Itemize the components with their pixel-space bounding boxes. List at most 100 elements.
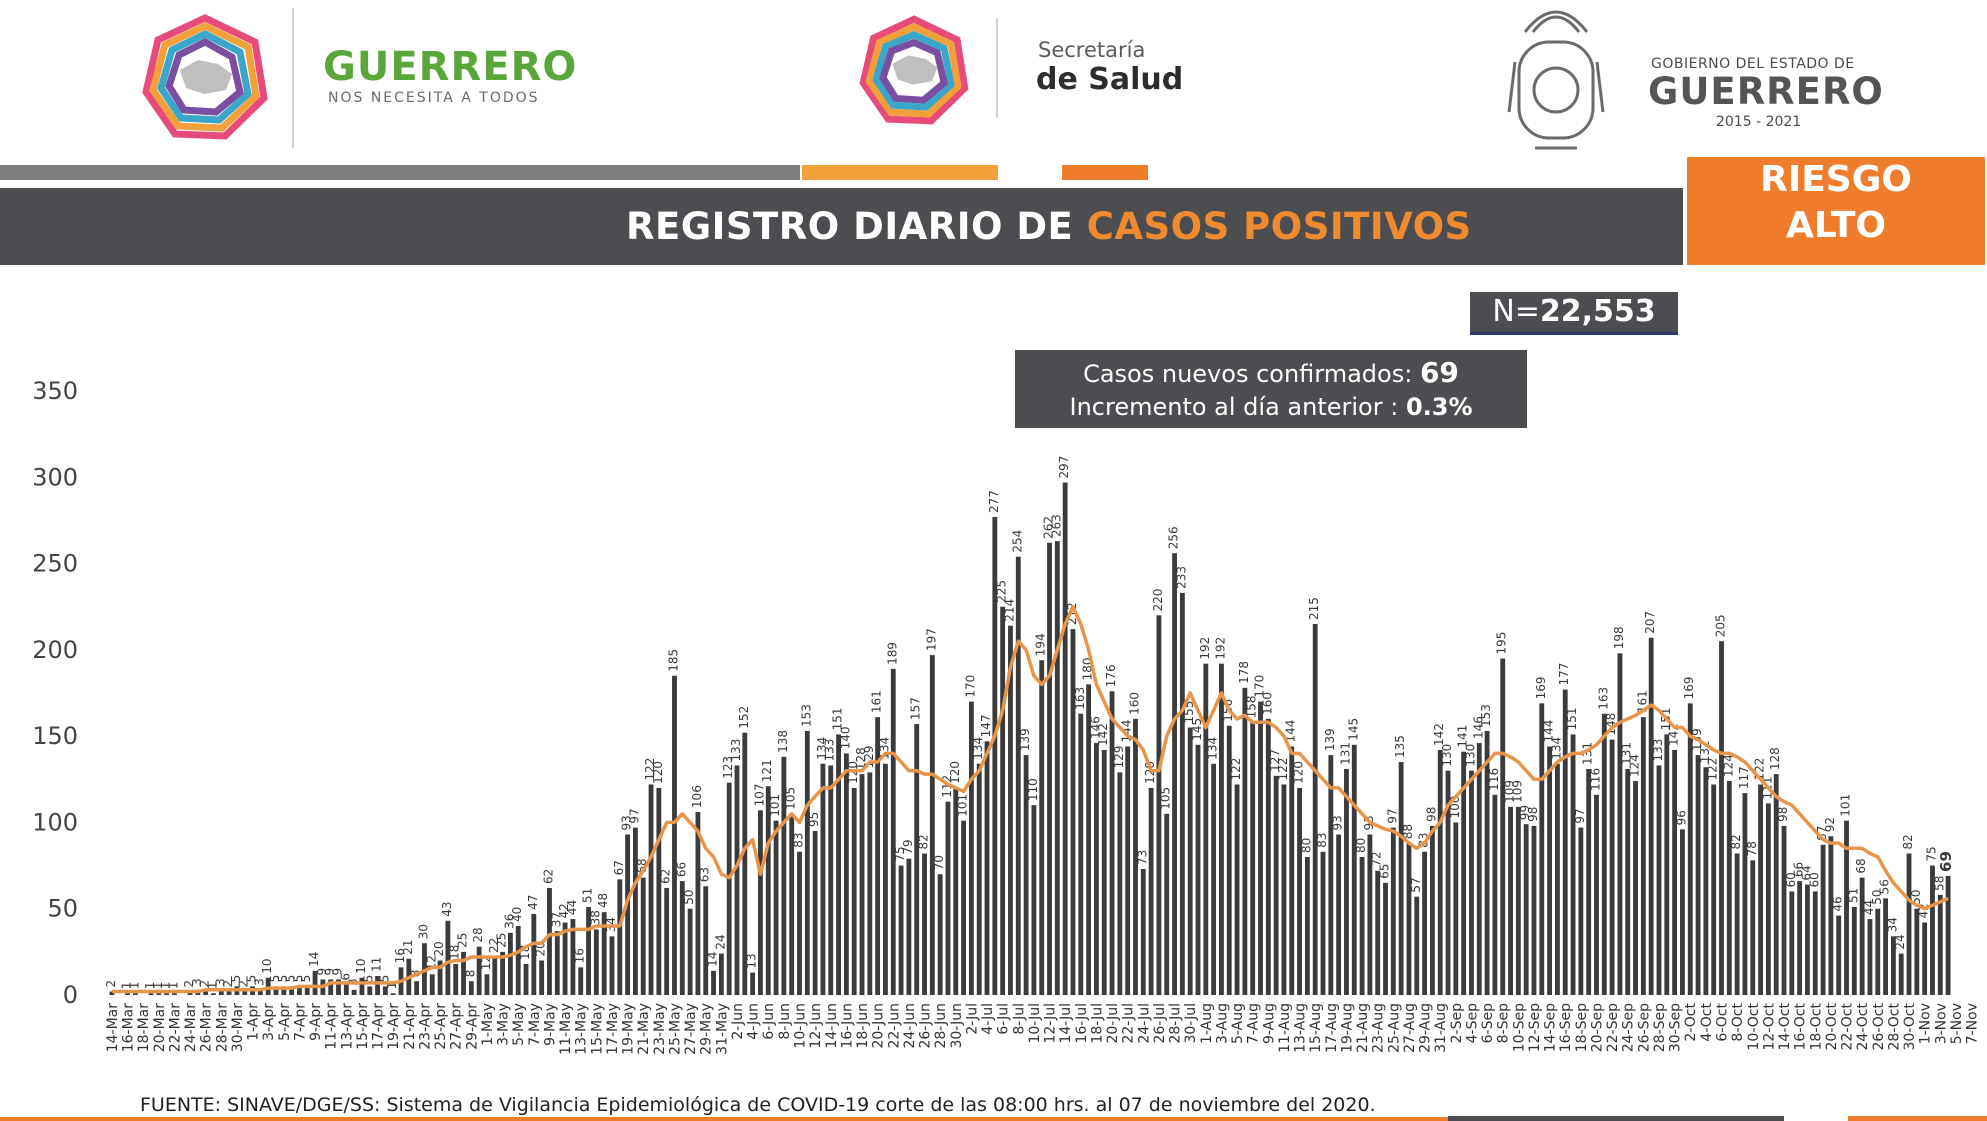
bar-value-label: 50 bbox=[682, 889, 696, 904]
bar bbox=[898, 865, 904, 995]
bar bbox=[1437, 749, 1443, 995]
y-tick-label: 100 bbox=[32, 808, 78, 836]
bar bbox=[1039, 660, 1045, 995]
bar-value-label: 2 bbox=[104, 980, 118, 988]
x-tick-label: 21-Aug bbox=[1355, 1003, 1371, 1053]
increment-value: 0.3% bbox=[1405, 393, 1473, 421]
bar bbox=[1937, 894, 1943, 995]
bar bbox=[1422, 851, 1428, 995]
bar-value-label: 151 bbox=[831, 708, 845, 731]
bar-value-label: 5 bbox=[377, 975, 391, 983]
bar-value-label: 51 bbox=[1846, 888, 1860, 903]
x-tick-label: 24-Oct bbox=[1855, 1002, 1871, 1050]
bar-value-label: 233 bbox=[1174, 566, 1188, 589]
bar-value-label: 69 bbox=[1937, 851, 1955, 872]
bar bbox=[1867, 919, 1873, 995]
bar bbox=[859, 774, 865, 995]
bar bbox=[1320, 851, 1326, 995]
bar bbox=[390, 993, 396, 995]
bar bbox=[1351, 744, 1357, 995]
bar-value-label: 107 bbox=[752, 783, 766, 806]
bar-value-label: 3 bbox=[190, 978, 204, 986]
x-tick-label: 27-May bbox=[683, 1003, 699, 1055]
bar bbox=[1148, 787, 1154, 995]
bar bbox=[1609, 739, 1615, 995]
bar bbox=[1125, 746, 1131, 995]
bar-value-label: 8 bbox=[463, 970, 477, 978]
bar-value-label: 145 bbox=[1190, 718, 1204, 741]
x-tick-label: 13-Apr bbox=[339, 1003, 355, 1050]
decor-bar-gray bbox=[0, 165, 800, 180]
y-tick-label: 0 bbox=[63, 981, 78, 1009]
bar-value-label: 21 bbox=[401, 939, 415, 954]
bar-value-label: 158 bbox=[1245, 695, 1259, 718]
bar-value-label: 63 bbox=[698, 867, 712, 882]
bar bbox=[1820, 844, 1826, 995]
x-tick-label: 20-Oct bbox=[1824, 1002, 1840, 1050]
bar-value-label: 75 bbox=[1924, 846, 1938, 861]
bar-value-label: 57 bbox=[1409, 877, 1423, 892]
x-tick-label: 20-Sep bbox=[1589, 1003, 1605, 1052]
x-tick-label: 14-Jul bbox=[1058, 1003, 1074, 1044]
bar-value-label: 83 bbox=[1315, 832, 1329, 847]
bar bbox=[1062, 482, 1068, 995]
bar-value-label: 151 bbox=[1565, 708, 1579, 731]
bar bbox=[1711, 784, 1717, 995]
bar-value-label: 134 bbox=[1549, 737, 1563, 760]
bar bbox=[453, 963, 459, 995]
bar bbox=[1195, 744, 1201, 995]
bar-value-label: 198 bbox=[1612, 626, 1626, 649]
bar bbox=[906, 858, 912, 995]
bar bbox=[562, 922, 568, 995]
bar-value-label: 9 bbox=[315, 968, 329, 976]
bar bbox=[711, 970, 716, 995]
bar bbox=[1328, 755, 1334, 995]
bar-value-label: 11 bbox=[370, 957, 384, 972]
bar-value-label: 170 bbox=[1253, 675, 1267, 698]
bar-value-label: 96 bbox=[1674, 810, 1688, 825]
bar-value-label: 122 bbox=[1706, 758, 1720, 781]
x-tick-label: 14-Mar bbox=[105, 1003, 121, 1053]
x-tick-label: 28-Jun bbox=[933, 1003, 949, 1049]
bar bbox=[1383, 882, 1388, 995]
x-tick-label: 5-Nov bbox=[1949, 1003, 1965, 1044]
x-tick-label: 22-Mar bbox=[167, 1003, 183, 1053]
bar-value-label: 110 bbox=[1026, 778, 1040, 801]
bar-value-label: 1 bbox=[166, 982, 180, 990]
bar bbox=[1633, 781, 1638, 995]
x-tick-label: 24-Jul bbox=[1136, 1003, 1152, 1044]
bar bbox=[718, 953, 724, 995]
bar-value-label: 262 bbox=[1042, 516, 1056, 539]
bar bbox=[1469, 770, 1474, 995]
bar-value-label: 146 bbox=[1088, 716, 1102, 739]
bar-value-label: 120 bbox=[846, 761, 860, 784]
bar-value-label: 189 bbox=[885, 642, 899, 665]
bar bbox=[726, 782, 732, 995]
bar bbox=[1476, 743, 1482, 995]
y-tick-label: 50 bbox=[47, 895, 78, 923]
bar bbox=[781, 756, 787, 995]
bar bbox=[492, 957, 498, 995]
bar-value-label: 205 bbox=[1714, 614, 1728, 637]
bar bbox=[617, 879, 623, 995]
bar bbox=[797, 851, 802, 995]
x-tick-label: 17-May bbox=[605, 1003, 621, 1055]
bar bbox=[367, 986, 373, 995]
bar-value-label: 1 bbox=[127, 982, 141, 990]
bar-value-label: 277 bbox=[987, 490, 1001, 513]
bar bbox=[1336, 834, 1342, 995]
bar-value-label: 194 bbox=[1034, 633, 1048, 656]
bar bbox=[914, 724, 920, 995]
bar bbox=[1500, 658, 1506, 995]
x-tick-label: 23-Apr bbox=[417, 1003, 433, 1050]
bar-value-label: 256 bbox=[1167, 526, 1181, 549]
bar bbox=[929, 655, 935, 995]
bar bbox=[1461, 751, 1467, 995]
bar bbox=[242, 991, 248, 995]
bar-value-label: 20 bbox=[534, 941, 548, 956]
x-tick-label: 2-Oct bbox=[1683, 1002, 1699, 1041]
bar-value-label: 116 bbox=[1588, 768, 1602, 791]
bar-value-label: 142 bbox=[1096, 723, 1110, 746]
bar bbox=[1758, 784, 1763, 995]
